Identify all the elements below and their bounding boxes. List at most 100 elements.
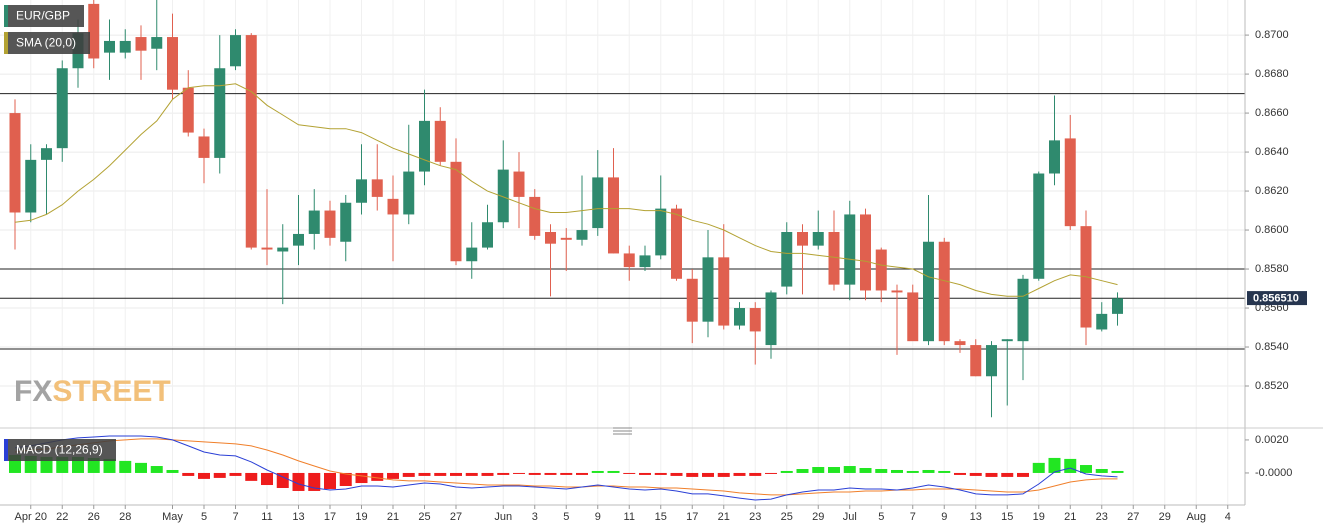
x-tick-label: 5 xyxy=(201,511,207,523)
macd-line xyxy=(14,435,1118,501)
candle-body xyxy=(734,308,745,326)
candle-body xyxy=(434,120,446,162)
macd-histogram-bar xyxy=(513,472,525,474)
x-tick-label: 21 xyxy=(387,511,399,523)
candle-body xyxy=(702,257,714,322)
candle-body xyxy=(261,247,273,250)
candle-body xyxy=(356,179,367,203)
macd-histogram-bar xyxy=(922,469,935,473)
macd-histogram-bar xyxy=(434,472,447,476)
macd-histogram-bar xyxy=(591,470,604,473)
macd-histogram-bar xyxy=(843,466,856,473)
legend-label: EUR/GBP xyxy=(16,9,70,23)
legend-box xyxy=(4,32,90,54)
candle-body xyxy=(608,177,619,254)
candle-body xyxy=(1049,140,1060,174)
x-tick-label: 17 xyxy=(686,511,698,523)
macd-histogram-bar xyxy=(639,472,651,475)
y-tick-label: -0.0000 xyxy=(1255,467,1292,479)
candle-body xyxy=(403,171,415,215)
x-tick-label: 23 xyxy=(749,511,761,523)
macd-histogram-bar xyxy=(702,472,714,477)
x-tick-label: 13 xyxy=(292,511,304,523)
y-tick-label: 0.8640 xyxy=(1255,146,1289,158)
candle-body xyxy=(655,208,667,256)
candle-body xyxy=(938,241,950,342)
resize-grip[interactable] xyxy=(613,427,632,435)
sma-line xyxy=(14,83,1118,297)
x-tick-label: 17 xyxy=(324,511,336,523)
x-tick-label: 5 xyxy=(878,511,884,523)
candle-body xyxy=(560,237,572,240)
x-tick-label: 11 xyxy=(261,511,272,523)
candle-body xyxy=(545,231,556,244)
x-tick-label: Jun xyxy=(494,511,512,523)
macd-histogram-bar xyxy=(906,470,919,473)
x-tick-label: Aug xyxy=(1186,511,1206,523)
candle-body xyxy=(1112,298,1123,314)
candle-body xyxy=(765,292,777,346)
legend: EUR/GBP SMA (20,0) MACD (12,26,9) xyxy=(4,5,116,461)
x-tick-label: 26 xyxy=(88,511,100,523)
candle-body xyxy=(970,345,982,377)
x-tick-label: May xyxy=(162,511,183,523)
x-tick-label: 21 xyxy=(1064,511,1076,523)
macd-histogram-bar xyxy=(166,469,179,473)
macd-histogram-bar xyxy=(938,470,951,473)
macd-histogram-bar xyxy=(828,467,840,473)
macd-histogram-bar xyxy=(308,472,321,491)
macd-histogram-bar xyxy=(812,467,825,473)
candle-body xyxy=(371,179,383,197)
x-tick-label: 7 xyxy=(232,511,238,523)
watermark: FXSTREET xyxy=(14,375,171,408)
candle-body xyxy=(954,341,966,346)
x-tick-label: 13 xyxy=(970,511,982,523)
candle-body xyxy=(828,231,840,285)
macd-histogram-bar xyxy=(560,472,573,475)
y-tick-label: 0.8700 xyxy=(1255,29,1289,41)
candle-body xyxy=(482,222,493,248)
macd-histogram-bar xyxy=(985,472,998,477)
candle-body xyxy=(986,345,997,377)
macd-histogram-bar xyxy=(780,470,793,473)
x-tick-label: 29 xyxy=(812,511,824,523)
candle-body xyxy=(198,136,210,158)
macd-histogram-bar xyxy=(1032,462,1045,473)
candle-body xyxy=(844,214,856,285)
x-tick-label: Jul xyxy=(843,511,857,523)
x-tick-label: 15 xyxy=(1001,511,1013,523)
candle-body xyxy=(214,68,226,158)
candle-body xyxy=(576,230,588,240)
macd-histogram-bar xyxy=(607,470,620,473)
candle-body xyxy=(167,37,178,90)
x-tick-label: 23 xyxy=(1096,511,1108,523)
macd-histogram-bar xyxy=(465,472,478,476)
candle-body xyxy=(88,3,100,59)
candle-body xyxy=(25,159,37,213)
macd-histogram-bar xyxy=(733,472,746,476)
candle-body xyxy=(812,231,824,246)
candle-body xyxy=(749,308,761,332)
x-tick-label: 4 xyxy=(1225,511,1231,523)
x-tick-label: 21 xyxy=(718,511,730,523)
y-tick-label: 0.8680 xyxy=(1255,68,1289,80)
candle-body xyxy=(340,202,352,242)
candle-body xyxy=(1096,313,1108,330)
candle-body xyxy=(324,210,336,238)
macd-histogram-bar xyxy=(969,472,982,476)
candle-body xyxy=(686,278,698,322)
candle-body xyxy=(875,249,887,291)
x-tick-label: 9 xyxy=(941,511,947,523)
macd-histogram-bar xyxy=(450,472,462,476)
macd-histogram-bar xyxy=(292,472,305,491)
candle-body xyxy=(718,257,730,326)
macd-histogram-bar xyxy=(1017,472,1029,477)
candle-body xyxy=(450,161,462,262)
x-tick-label: 25 xyxy=(418,511,430,523)
candle-body xyxy=(41,148,52,160)
legend-label: SMA (20,0) xyxy=(16,36,76,50)
macd-histogram-bar xyxy=(103,458,116,473)
legend-label: MACD (12,26,9) xyxy=(16,443,103,457)
